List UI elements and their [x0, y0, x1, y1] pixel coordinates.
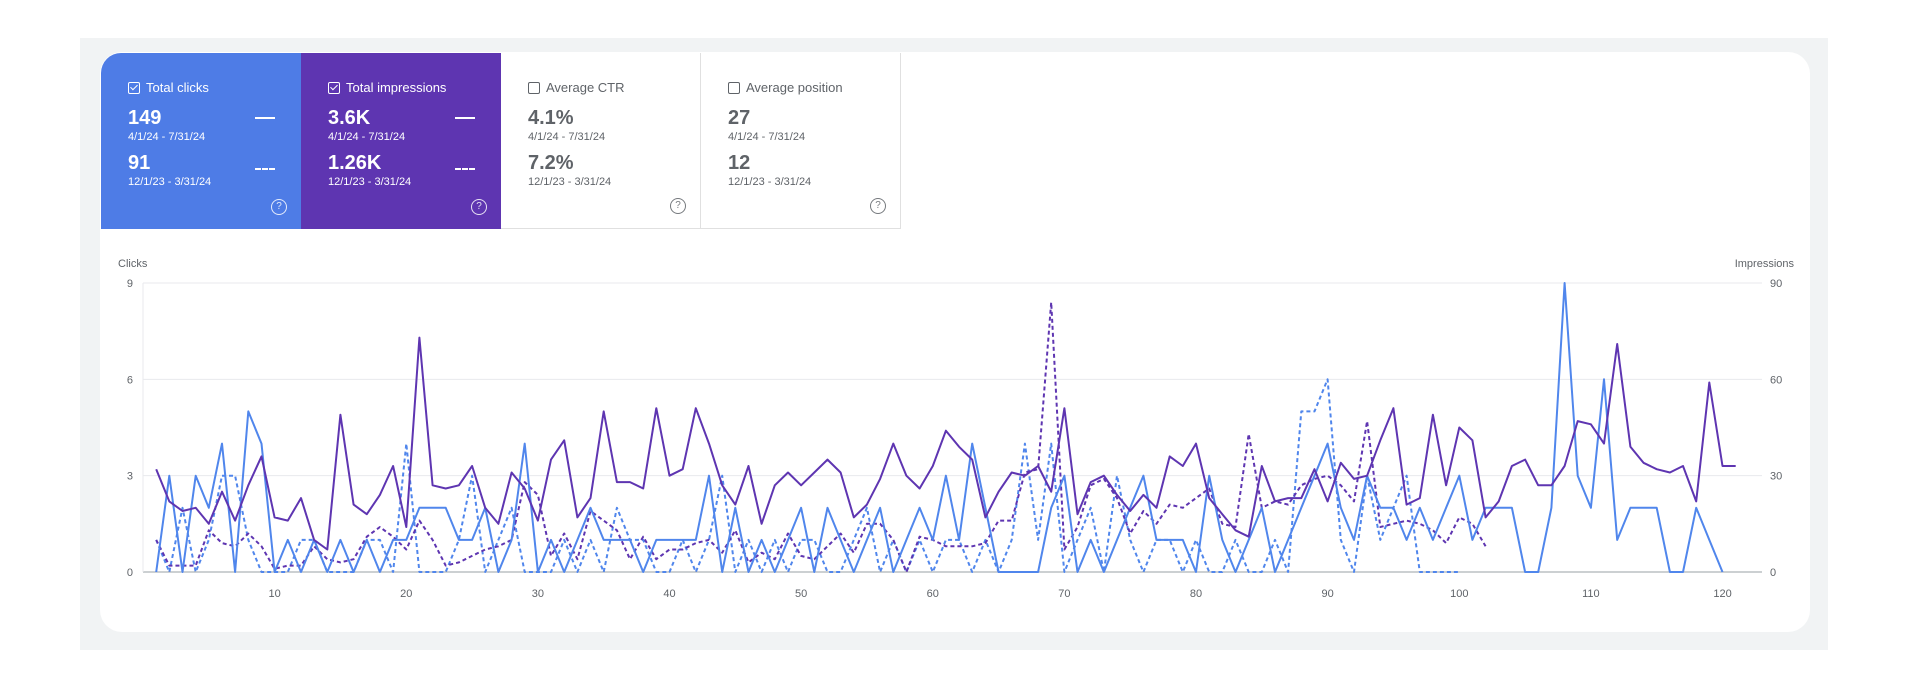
checkbox-unchecked-icon[interactable] — [728, 81, 740, 94]
series-line-clicks-current — [155, 282, 1724, 573]
help-icon[interactable]: ? — [670, 198, 686, 214]
x-tick-label: 120 — [1713, 588, 1731, 600]
series-line-clicks-previous — [155, 378, 1460, 573]
x-tick-label: 20 — [400, 588, 412, 600]
previous-date-range: 12/1/23 - 3/31/24 — [128, 176, 212, 188]
previous-value: 12 — [728, 152, 751, 174]
y-tick-label: 3 — [127, 471, 133, 483]
card-average-ctr[interactable]: Average CTR 4.1% 4/1/24 - 7/31/24 7.2% 1… — [501, 53, 701, 229]
y-tick-label: 0 — [127, 567, 133, 579]
current-date-range: 4/1/24 - 7/31/24 — [528, 131, 606, 143]
help-icon[interactable]: ? — [471, 199, 487, 215]
metric-cards: Total clicks 149 4/1/24 - 7/31/24 91 12/… — [101, 53, 901, 229]
current-value: 3.6K — [328, 107, 371, 129]
card-total-impressions[interactable]: Total impressions 3.6K 4/1/24 - 7/31/24 … — [301, 53, 501, 229]
y2-axis-title: Impressions — [1735, 258, 1795, 270]
card-label: Total clicks — [146, 80, 209, 95]
card-header: Average CTR — [528, 80, 700, 95]
current-value: 149 — [128, 107, 162, 129]
previous-date-range: 12/1/23 - 3/31/24 — [528, 176, 612, 188]
dashed-line-legend-icon — [455, 168, 475, 170]
previous-date-range: 12/1/23 - 3/31/24 — [328, 176, 412, 188]
current-date-range: 4/1/24 - 7/31/24 — [128, 131, 206, 143]
current-date-range: 4/1/24 - 7/31/24 — [328, 131, 406, 143]
help-icon[interactable]: ? — [870, 198, 886, 214]
solid-line-legend-icon — [255, 117, 275, 119]
x-tick-label: 90 — [1322, 588, 1334, 600]
x-tick-label: 110 — [1582, 588, 1600, 600]
x-tick-label: 30 — [532, 588, 544, 600]
x-tick-label: 60 — [927, 588, 939, 600]
dashed-line-legend-icon — [255, 168, 275, 170]
card-label: Average CTR — [546, 80, 625, 95]
previous-value: 91 — [128, 152, 151, 174]
card-header: Average position — [728, 80, 900, 95]
card-header: Total clicks — [128, 80, 301, 95]
x-tick-label: 100 — [1450, 588, 1468, 600]
y2-tick-label: 0 — [1770, 567, 1776, 579]
current-value: 27 — [728, 107, 751, 129]
x-tick-label: 40 — [663, 588, 675, 600]
y2-tick-label: 60 — [1770, 374, 1782, 386]
card-total-clicks[interactable]: Total clicks 149 4/1/24 - 7/31/24 91 12/… — [101, 53, 301, 229]
y2-tick-label: 30 — [1770, 471, 1782, 483]
y-tick-label: 9 — [127, 278, 133, 290]
card-label: Total impressions — [346, 80, 447, 95]
checkbox-unchecked-icon[interactable] — [528, 81, 540, 94]
help-icon[interactable]: ? — [271, 199, 287, 215]
y-tick-label: 6 — [127, 374, 133, 386]
current-value: 4.1% — [528, 107, 574, 129]
current-date-range: 4/1/24 - 7/31/24 — [728, 131, 806, 143]
previous-value: 7.2% — [528, 152, 574, 174]
y-axis-title: Clicks — [118, 258, 148, 270]
solid-line-legend-icon — [455, 117, 475, 119]
x-tick-label: 50 — [795, 588, 807, 600]
x-tick-label: 10 — [269, 588, 281, 600]
series-line-impressions-current — [155, 336, 1736, 551]
card-label: Average position — [746, 80, 843, 95]
series-line-impressions-previous — [155, 301, 1487, 573]
previous-value: 1.26K — [328, 152, 382, 174]
card-average-position[interactable]: Average position 27 4/1/24 - 7/31/24 12 … — [701, 53, 901, 229]
x-tick-label: 80 — [1190, 588, 1202, 600]
x-tick-label: 70 — [1058, 588, 1070, 600]
checkbox-checked-icon[interactable] — [128, 81, 140, 94]
card-header: Total impressions — [328, 80, 501, 95]
previous-date-range: 12/1/23 - 3/31/24 — [728, 176, 812, 188]
checkbox-checked-icon[interactable] — [328, 81, 340, 94]
y2-tick-label: 90 — [1770, 278, 1782, 290]
